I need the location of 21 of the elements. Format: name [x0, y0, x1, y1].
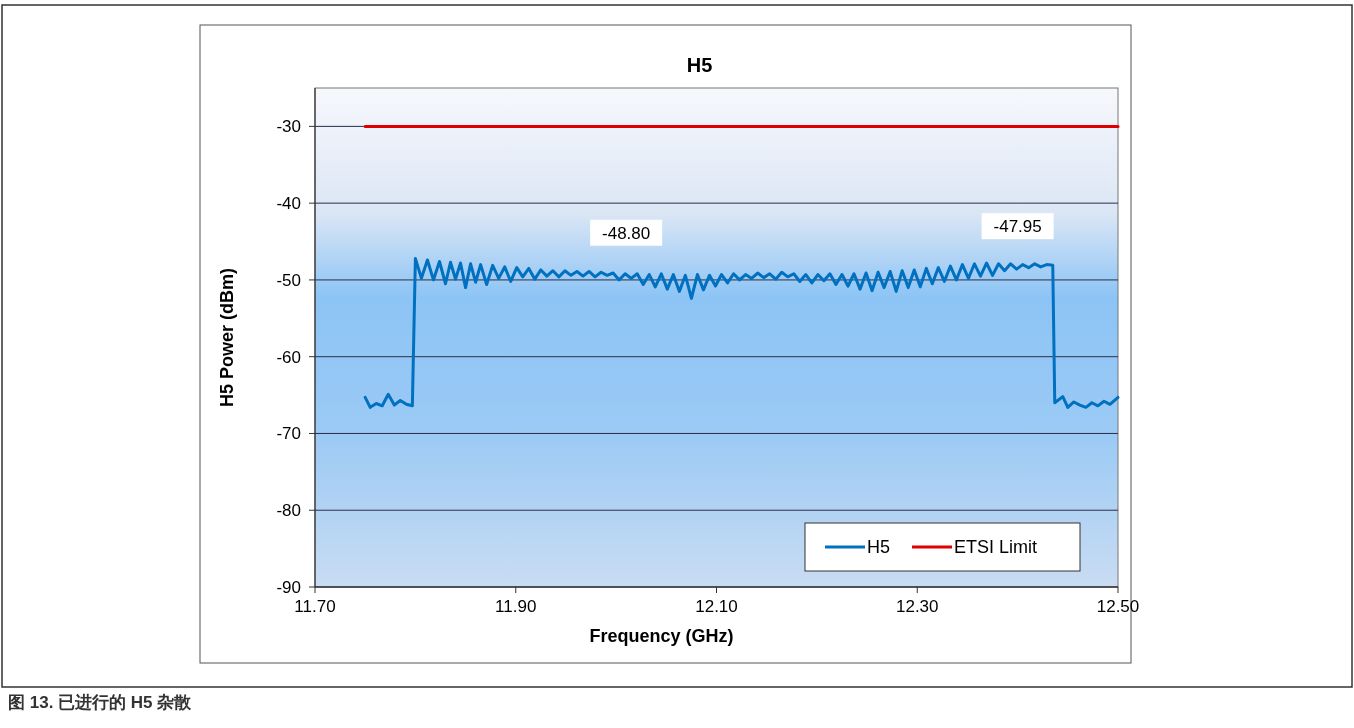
- y-tick-label: -50: [276, 270, 301, 290]
- y-axis-title: H5 Power (dBm): [217, 267, 237, 408]
- y-tick-label: -60: [276, 347, 301, 367]
- x-tick-label: 12.30: [895, 597, 939, 616]
- y-tick-label: -30: [276, 117, 301, 137]
- y-tick-label: -80: [276, 501, 301, 521]
- legend-label: ETSI Limit: [954, 537, 1038, 557]
- x-tick-label: 12.50: [1096, 597, 1140, 616]
- caption: 图 13. 已进行的 H5 杂散: [8, 693, 193, 712]
- x-tick-label: 11.90: [495, 597, 537, 616]
- legend-label: H5: [867, 537, 891, 557]
- y-tick-label: -70: [276, 424, 301, 444]
- annotation: -47.95: [993, 217, 1042, 237]
- chart-title: H5: [686, 54, 713, 76]
- line-series: [363, 256, 1120, 409]
- x-axis-title: Frequency (GHz): [589, 626, 734, 646]
- x-tick-label: 11.70: [294, 597, 336, 616]
- x-tick-label: 12.10: [695, 597, 738, 616]
- annotation: -48.80: [602, 223, 651, 243]
- y-tick-label: -40: [276, 194, 301, 214]
- y-tick-label: -90: [276, 578, 301, 597]
